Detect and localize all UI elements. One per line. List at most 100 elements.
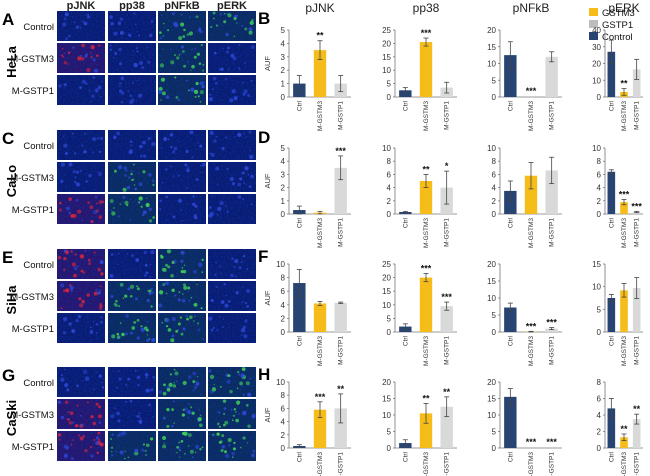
y-tick-label: 40	[592, 26, 601, 35]
micrograph-signal-spot	[193, 215, 198, 220]
micrograph-signal-spot	[100, 272, 104, 276]
bar	[334, 408, 347, 448]
micrograph-signal-spot	[118, 89, 123, 93]
micrograph-signal-spot	[126, 203, 129, 207]
micrograph-signal-spot	[214, 273, 217, 276]
significance-marker: **	[633, 404, 641, 414]
micrograph-image	[108, 249, 156, 279]
micrograph-signal-spot	[200, 43, 203, 47]
micrograph-signal-spot	[62, 22, 67, 27]
micrograph-signal-spot	[140, 327, 145, 332]
micrograph-signal-spot	[130, 198, 132, 200]
micrograph-signal-spot	[125, 400, 128, 403]
micrograph-signal-spot	[90, 220, 94, 224]
y-tick-label: 4	[281, 301, 286, 310]
y-tick-label: 2	[281, 66, 286, 75]
micrograph-signal-spot	[201, 258, 204, 262]
legend-swatch	[589, 20, 598, 28]
bar	[399, 90, 412, 97]
micrograph-signal-spot	[182, 50, 185, 53]
micrograph-texture	[57, 194, 105, 224]
micrograph-signal-spot	[199, 414, 202, 417]
micrograph-texture	[208, 43, 256, 73]
micrograph-signal-spot	[152, 216, 155, 219]
micrograph-signal-spot	[109, 274, 114, 278]
micrograph-panel-letter: G	[2, 366, 15, 385]
y-tick-label: 20	[592, 60, 601, 69]
micrograph-signal-spot	[97, 267, 102, 272]
micrograph-signal-spot	[133, 62, 138, 68]
micrograph-signal-spot	[136, 80, 138, 82]
micrograph-signal-spot	[187, 445, 190, 447]
micrograph-signal-spot	[130, 170, 133, 173]
micrograph-signal-spot	[109, 199, 114, 203]
micrograph-signal-spot	[99, 304, 103, 308]
y-tick-label: 15	[382, 287, 391, 296]
micrograph-signal-spot	[101, 381, 103, 384]
micrograph-signal-spot	[145, 454, 147, 456]
y-tick-label: 10	[382, 144, 391, 153]
micrograph-signal-spot	[87, 401, 89, 404]
micrograph-signal-spot	[119, 82, 122, 85]
micrograph-signal-spot	[187, 89, 190, 92]
micrograph-signal-spot	[230, 273, 234, 277]
micrograph-signal-spot	[127, 377, 131, 381]
micrograph-signal-spot	[201, 446, 204, 449]
micrograph-signal-spot	[136, 285, 138, 288]
bar	[607, 408, 616, 448]
y-tick-label: 0	[492, 210, 497, 219]
micrograph-signal-spot	[75, 170, 80, 174]
micrograph-signal-spot	[180, 250, 185, 255]
micrograph-signal-spot	[170, 60, 175, 65]
micrograph-signal-spot	[171, 409, 174, 412]
micrograph-signal-spot	[248, 185, 252, 189]
micrograph-signal-spot	[250, 45, 255, 50]
micrograph-signal-spot	[87, 201, 90, 205]
micrograph-signal-spot	[227, 438, 232, 443]
micrograph-signal-spot	[138, 34, 141, 37]
micrograph-signal-spot	[148, 207, 153, 211]
micrograph-image	[158, 367, 206, 397]
micrograph-signal-spot	[210, 328, 214, 332]
micrograph-signal-spot	[224, 420, 229, 425]
micrograph-signal-spot	[62, 331, 67, 335]
micrograph-signal-spot	[231, 419, 234, 422]
micrograph-signal-spot	[186, 317, 189, 321]
y-tick-label: 2	[281, 314, 286, 323]
micrograph-image	[57, 162, 105, 192]
micrograph-signal-spot	[139, 417, 142, 420]
micrograph-signal-spot	[149, 275, 151, 278]
micrograph-signal-spot	[200, 164, 202, 167]
x-tick-label: M-GSTP1	[444, 101, 451, 130]
micrograph-signal-spot	[216, 422, 220, 426]
micrograph-image	[208, 11, 256, 41]
micrograph-signal-spot	[180, 22, 185, 27]
micrograph-row-label: Control	[23, 141, 54, 152]
micrograph-signal-spot	[60, 415, 65, 420]
micrograph-signal-spot	[239, 446, 242, 449]
micrograph-signal-spot	[167, 265, 171, 269]
micrograph-signal-spot	[227, 13, 232, 18]
significance-marker: ***	[421, 264, 432, 274]
micrograph-signal-spot	[169, 133, 174, 137]
micrograph-signal-spot	[69, 411, 74, 416]
micrograph-signal-spot	[60, 307, 63, 310]
micrograph-signal-spot	[231, 89, 236, 94]
micrograph-signal-spot	[236, 14, 239, 17]
micrograph-signal-spot	[233, 35, 236, 38]
micrograph-signal-spot	[85, 82, 88, 85]
bar	[334, 167, 347, 214]
y-tick-label: 5	[387, 428, 392, 437]
micrograph-signal-spot	[61, 47, 64, 50]
micrograph-signal-spot	[158, 303, 163, 308]
micrograph-signal-spot	[241, 367, 246, 372]
micrograph-signal-spot	[82, 271, 86, 274]
y-tick-label: 0	[597, 93, 602, 102]
micrograph-signal-spot	[58, 84, 62, 88]
micrograph-signal-spot	[187, 375, 192, 379]
micrograph-signal-spot	[136, 414, 140, 418]
micrograph-signal-spot	[170, 165, 172, 168]
micrograph-image	[57, 399, 105, 429]
cell-line-label: CaSki	[4, 400, 19, 436]
micrograph-signal-spot	[118, 62, 123, 66]
